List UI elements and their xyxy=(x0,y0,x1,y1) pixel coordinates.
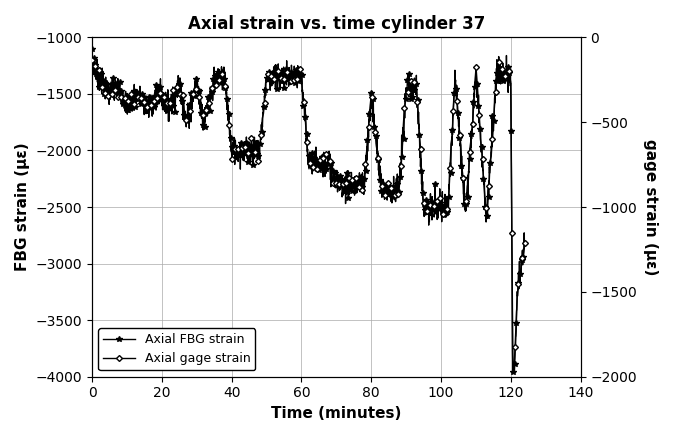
Line: Axial gage strain: Axial gage strain xyxy=(90,58,527,371)
Axial gage strain xyxy=(229,144,237,150)
Axial FBG strain xyxy=(508,257,516,262)
Axial FBG strain xyxy=(88,47,96,52)
Axial gage strain xyxy=(510,366,518,371)
X-axis label: Time (minutes): Time (minutes) xyxy=(271,406,402,421)
Axial gage strain xyxy=(360,181,368,186)
Axial gage strain xyxy=(88,58,96,63)
Axial FBG strain xyxy=(508,312,516,317)
Legend: Axial FBG strain, Axial gage strain: Axial FBG strain, Axial gage strain xyxy=(98,328,255,371)
Axial gage strain xyxy=(259,111,267,116)
Title: Axial strain vs. time cylinder 37: Axial strain vs. time cylinder 37 xyxy=(188,15,485,33)
Axial FBG strain xyxy=(510,369,518,375)
Axial FBG strain xyxy=(287,75,295,81)
Axial gage strain xyxy=(521,240,529,245)
Axial gage strain xyxy=(402,87,411,92)
Axial gage strain xyxy=(400,106,409,111)
Axial FBG strain xyxy=(298,87,306,92)
Axial FBG strain xyxy=(521,240,529,245)
Y-axis label: gage strain (με): gage strain (με) xyxy=(643,139,658,275)
Axial FBG strain xyxy=(429,199,437,204)
Line: Axial FBG strain: Axial FBG strain xyxy=(90,47,528,375)
Axial FBG strain xyxy=(110,86,118,92)
Axial gage strain xyxy=(140,99,148,105)
Y-axis label: FBG strain (με): FBG strain (με) xyxy=(15,143,30,271)
